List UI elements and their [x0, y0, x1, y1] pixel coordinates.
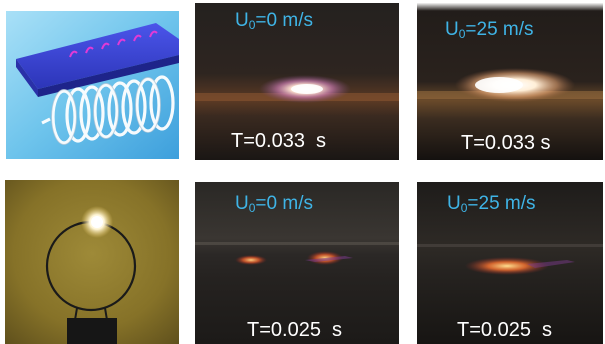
- flame-photo-icon: [417, 3, 603, 160]
- arrow-marks: [69, 30, 158, 58]
- velocity-caption: U0=25 m/s: [447, 193, 536, 215]
- coil-plate-illustration: [6, 11, 179, 159]
- flame-photo-icon: [195, 3, 399, 160]
- time-caption: T=0.025 s: [247, 319, 343, 341]
- flame-photo-top-wind: U0=25 m/s T=0.033 s: [417, 3, 603, 160]
- time-caption: T=0.025 s: [457, 319, 553, 341]
- flame-photo-top-still: U0=0 m/s T=0.033 s: [195, 3, 399, 160]
- wire-loop-photo: [5, 180, 179, 344]
- wire-loop-icon: [5, 180, 179, 344]
- time-caption: T=0.033 s: [231, 130, 327, 152]
- coil-icon: [41, 75, 175, 145]
- flame-photo-icon: [195, 182, 399, 344]
- coil-plate-icon: [6, 11, 179, 159]
- flame-photo-bottom-wind: U0=25 m/s T=0.025 s: [417, 182, 603, 344]
- flame-photo-icon: [417, 182, 603, 344]
- flame-photo-bottom-still: U0=0 m/s T=0.025 s: [195, 182, 399, 344]
- velocity-caption: U0=25 m/s: [445, 19, 534, 41]
- velocity-caption: U0=0 m/s: [235, 193, 313, 215]
- velocity-caption: U0=0 m/s: [235, 10, 313, 32]
- time-caption: T=0.033 s: [461, 132, 551, 154]
